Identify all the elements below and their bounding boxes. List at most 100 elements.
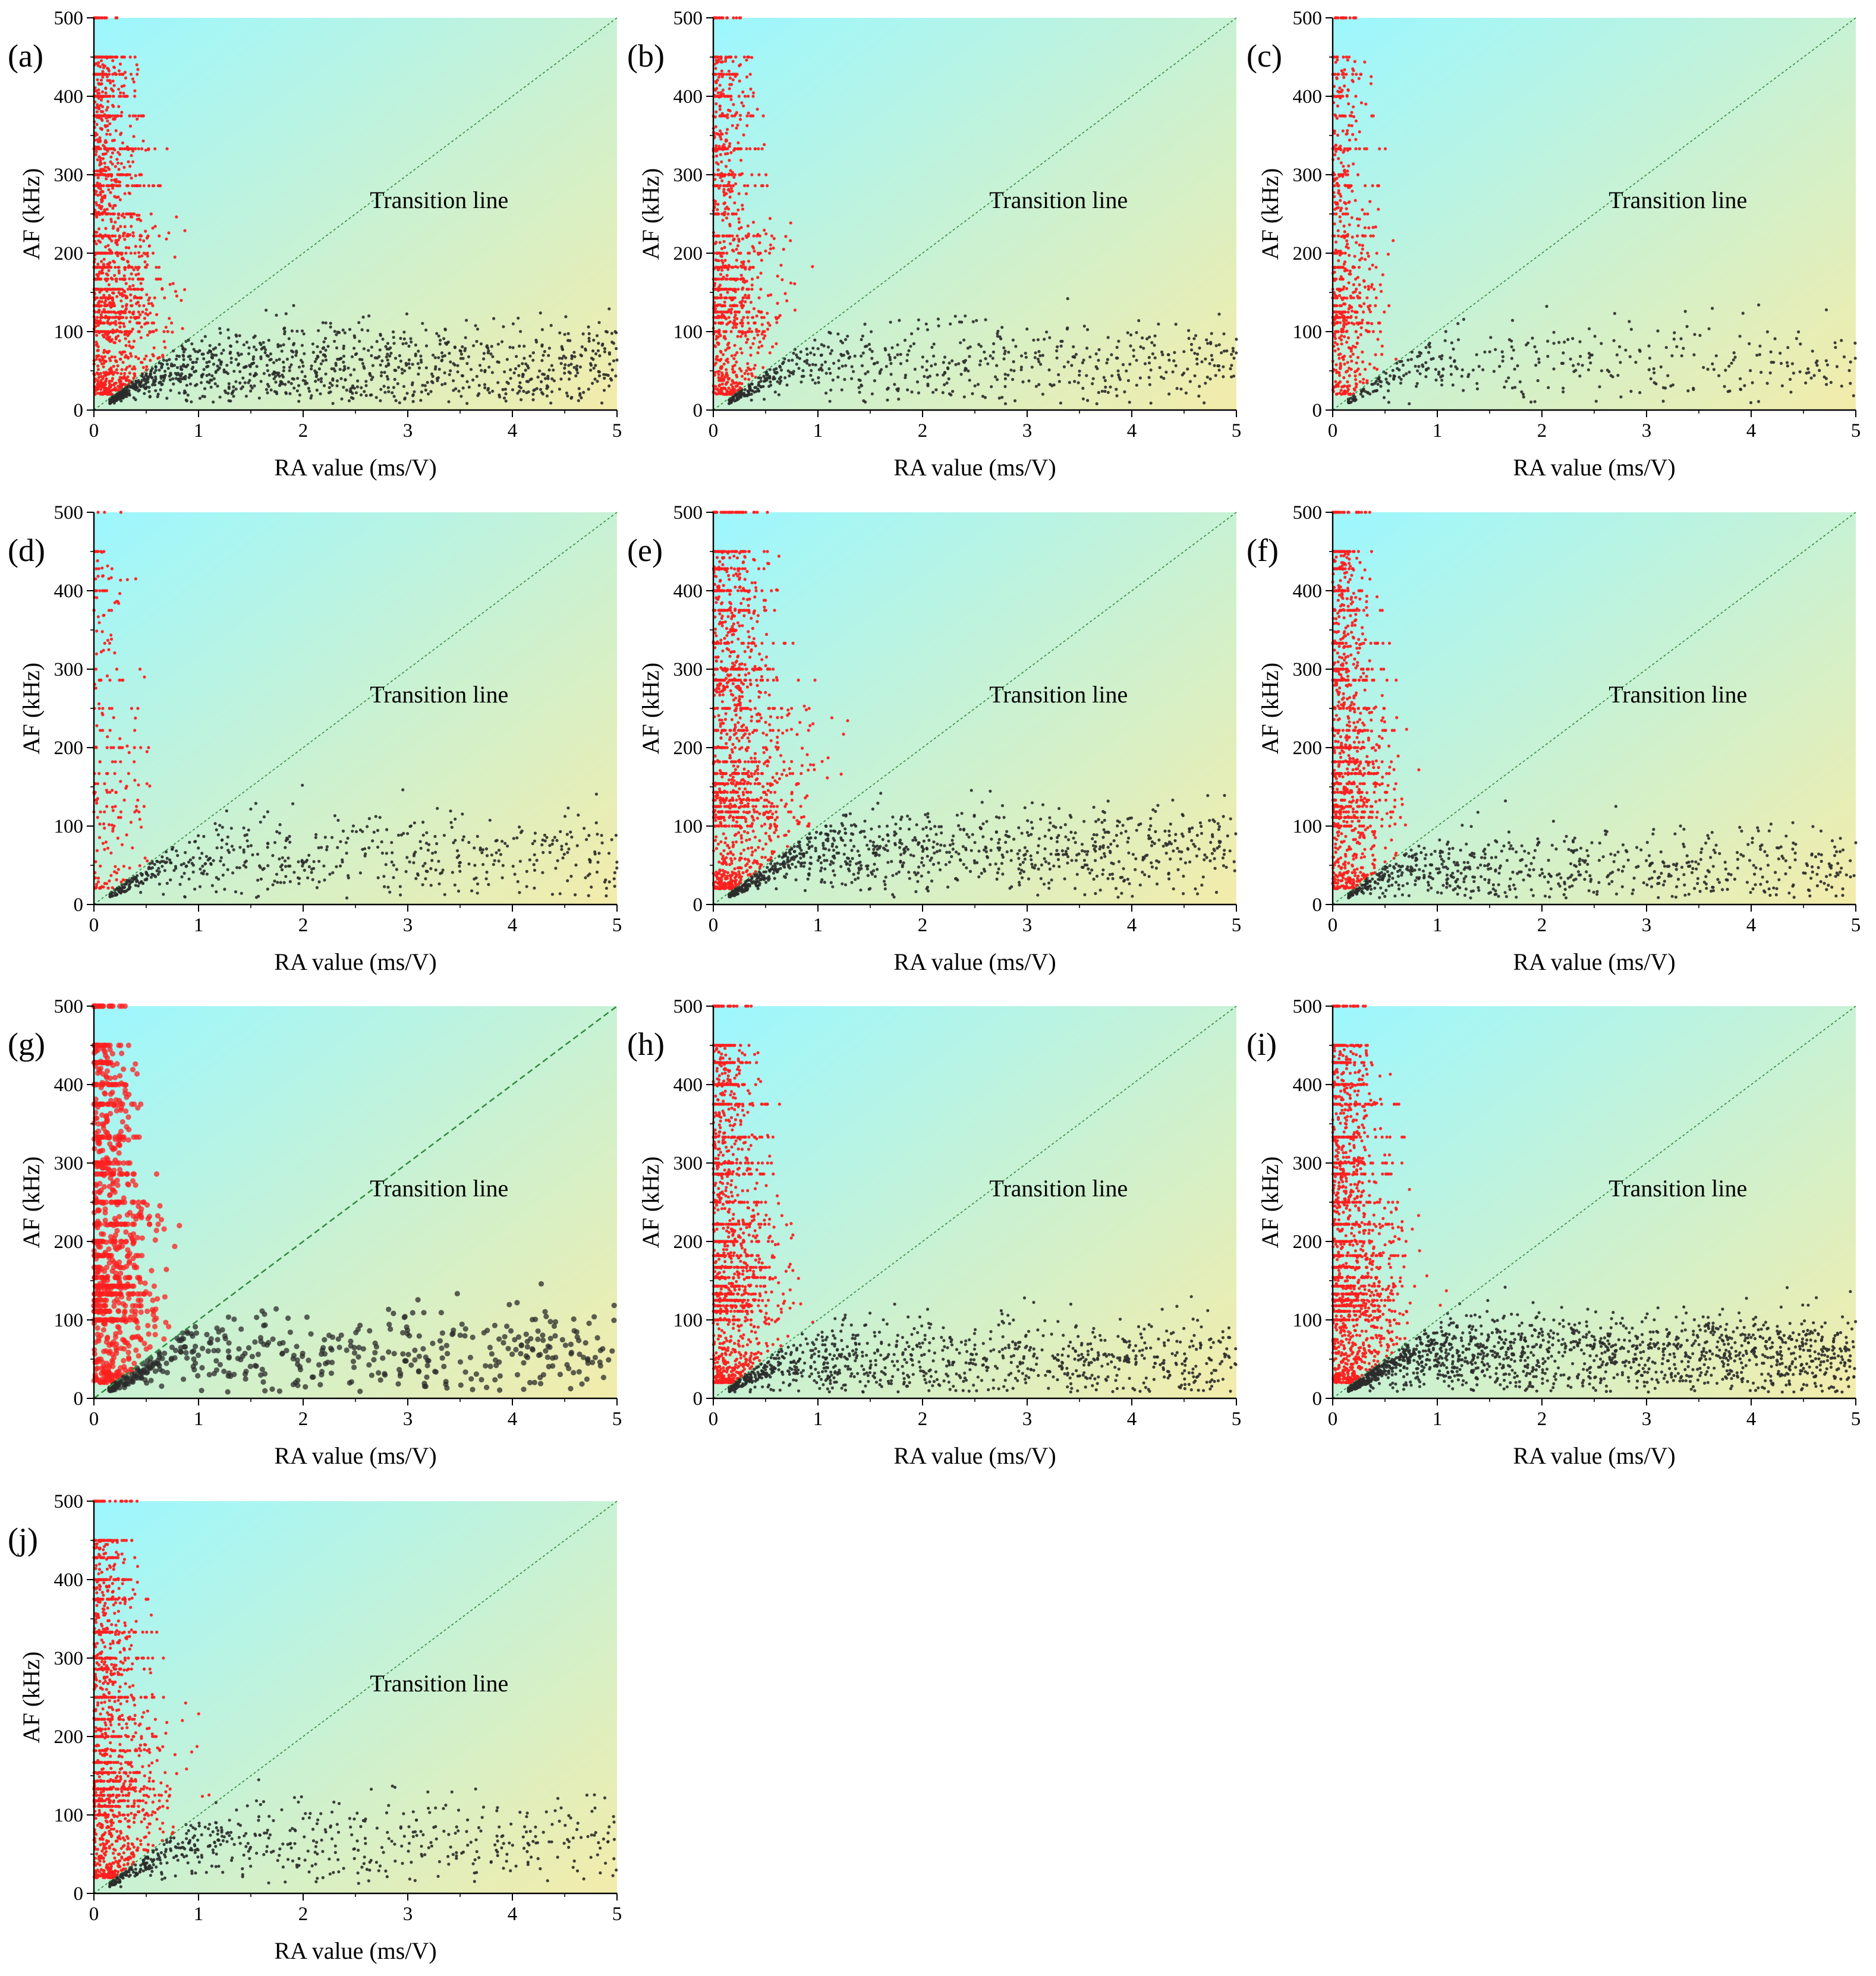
tensile-point xyxy=(119,372,123,376)
tensile-point xyxy=(1352,105,1355,109)
tensile-point xyxy=(110,355,114,359)
tensile-point xyxy=(1353,16,1356,20)
tensile-point xyxy=(732,16,735,20)
shear-point xyxy=(166,367,170,370)
shear-point xyxy=(602,389,606,392)
shear-point xyxy=(820,368,824,372)
tensile-point xyxy=(747,310,751,314)
shear-point xyxy=(465,362,469,365)
tensile-point xyxy=(726,108,731,112)
shear-point xyxy=(1003,352,1006,355)
tensile-point xyxy=(735,73,739,76)
shear-point xyxy=(754,390,758,393)
shear-point xyxy=(234,387,238,391)
shear-point xyxy=(478,364,482,367)
tensile-point xyxy=(742,55,746,59)
tensile-point xyxy=(1367,254,1370,258)
shear-point xyxy=(401,371,404,375)
tensile-point xyxy=(1335,116,1339,120)
shear-point xyxy=(465,319,468,322)
shear-point xyxy=(864,372,867,376)
shear-point xyxy=(207,360,211,364)
shear-point xyxy=(1382,396,1386,399)
tensile-point xyxy=(100,82,103,86)
shear-point xyxy=(1187,336,1191,341)
tensile-point xyxy=(96,316,99,319)
shear-point xyxy=(959,341,962,345)
tensile-point xyxy=(734,326,738,329)
tensile-point xyxy=(1345,330,1348,333)
tensile-point xyxy=(117,378,121,382)
tensile-point xyxy=(1335,77,1339,80)
tensile-point xyxy=(165,237,168,241)
tensile-point xyxy=(99,321,103,325)
tensile-point xyxy=(95,242,98,245)
shear-point xyxy=(215,354,218,357)
tensile-point xyxy=(1348,272,1351,276)
shear-point xyxy=(1073,380,1077,383)
shear-point xyxy=(153,383,157,387)
shear-point xyxy=(275,313,278,317)
tensile-point xyxy=(175,215,178,219)
tensile-point xyxy=(139,114,143,118)
tensile-point xyxy=(103,16,106,20)
shear-point xyxy=(387,363,391,367)
tensile-point xyxy=(1366,212,1370,216)
shear-point xyxy=(1598,385,1601,389)
shear-point xyxy=(147,386,151,389)
tensile-point xyxy=(733,343,736,347)
tensile-point xyxy=(127,340,131,343)
tensile-point xyxy=(720,69,723,73)
shear-point xyxy=(870,349,874,354)
tensile-point xyxy=(115,295,119,298)
tensile-point xyxy=(108,357,111,360)
tensile-point xyxy=(115,368,118,371)
shear-point xyxy=(905,359,909,363)
shear-point xyxy=(1232,374,1236,378)
tensile-point xyxy=(720,247,723,250)
tensile-point xyxy=(102,385,105,389)
shear-point xyxy=(335,379,339,383)
shear-point xyxy=(827,367,831,371)
tensile-point xyxy=(1387,304,1391,307)
tensile-point xyxy=(147,298,150,302)
shear-point xyxy=(889,320,892,324)
tensile-point xyxy=(118,339,121,343)
shear-point xyxy=(335,333,338,336)
tensile-point xyxy=(122,322,125,326)
shear-point xyxy=(971,320,975,324)
tensile-point xyxy=(1339,275,1343,279)
tensile-point xyxy=(1378,330,1382,333)
tensile-point xyxy=(109,218,113,221)
tensile-point xyxy=(111,79,115,83)
shear-point xyxy=(174,371,177,375)
points-a xyxy=(92,16,619,405)
shear-point xyxy=(430,380,434,383)
tensile-point xyxy=(1349,296,1353,300)
shear-point xyxy=(1007,351,1011,354)
shear-point xyxy=(321,346,325,350)
tensile-point xyxy=(139,282,143,285)
shear-point xyxy=(1105,361,1109,365)
shear-point xyxy=(976,383,980,386)
tensile-point xyxy=(719,57,723,61)
tensile-point xyxy=(746,316,750,319)
shear-point xyxy=(203,387,207,390)
shear-point xyxy=(1014,345,1018,348)
shear-point xyxy=(331,379,335,382)
shear-point xyxy=(392,386,396,389)
tensile-point xyxy=(117,216,120,220)
tensile-point xyxy=(152,346,156,349)
tensile-point xyxy=(1337,353,1340,357)
shear-point xyxy=(138,388,141,392)
tensile-point xyxy=(100,118,104,122)
tensile-point xyxy=(723,210,726,214)
shear-point xyxy=(596,380,599,383)
x-tick-label: 1 xyxy=(194,420,204,442)
shear-point xyxy=(1806,367,1810,371)
tensile-point xyxy=(1340,298,1345,301)
shear-point xyxy=(934,388,938,392)
shear-point xyxy=(750,392,753,396)
tensile-point xyxy=(1352,266,1355,269)
tensile-point xyxy=(734,212,738,216)
